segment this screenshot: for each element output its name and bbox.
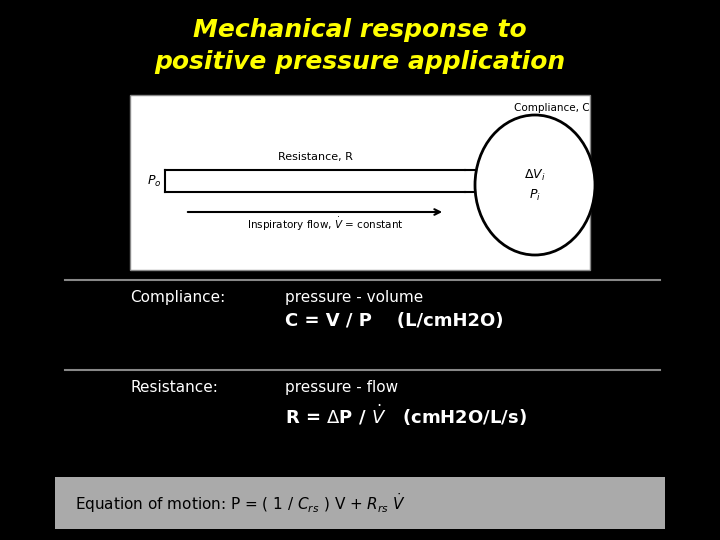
Text: Resistance:: Resistance: xyxy=(130,380,218,395)
Text: positive pressure application: positive pressure application xyxy=(154,50,566,74)
Text: Compliance:: Compliance: xyxy=(130,290,225,305)
Text: Inspiratory flow, $\dot{V}$ = constant: Inspiratory flow, $\dot{V}$ = constant xyxy=(247,216,403,233)
Text: R = $\Delta$P / $\dot{V}$   (cmH2O/L/s): R = $\Delta$P / $\dot{V}$ (cmH2O/L/s) xyxy=(285,403,527,428)
Text: $P_i$: $P_i$ xyxy=(529,187,541,202)
Text: pressure - volume: pressure - volume xyxy=(285,290,423,305)
Text: Resistance, R: Resistance, R xyxy=(278,152,352,162)
Bar xyxy=(55,477,665,529)
Text: Mechanical response to: Mechanical response to xyxy=(193,18,527,42)
Text: $\Delta V_i$: $\Delta V_i$ xyxy=(524,167,546,183)
Bar xyxy=(130,95,590,270)
Ellipse shape xyxy=(475,115,595,255)
Text: Equation of motion: P = ( 1 / $C_{rs}$ ) V + $R_{rs}$ $\dot{V}$: Equation of motion: P = ( 1 / $C_{rs}$ )… xyxy=(75,491,406,515)
Text: $P_o$: $P_o$ xyxy=(146,173,161,188)
Text: C = V / P    (L/cmH2O): C = V / P (L/cmH2O) xyxy=(285,312,503,330)
Text: Compliance, C: Compliance, C xyxy=(514,103,590,113)
Text: pressure - flow: pressure - flow xyxy=(285,380,398,395)
